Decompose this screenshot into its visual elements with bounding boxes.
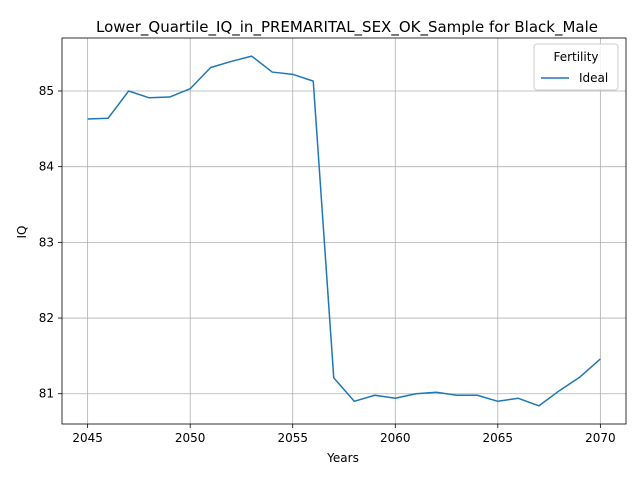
plot-frame <box>61 37 627 425</box>
x-axis-ticks: 2045 2050 2055 2060 2065 2070 <box>72 424 616 445</box>
chart-title: Lower_Quartile_IQ_in_PREMARITAL_SEX_OK_S… <box>96 18 598 37</box>
legend: Fertility Ideal <box>533 43 619 91</box>
y-axis-ticks: 81 82 83 84 85 <box>39 84 62 401</box>
y-tick-label: 84 <box>39 160 54 174</box>
y-tick-label: 85 <box>39 84 54 98</box>
x-tick-label: 2055 <box>277 431 308 445</box>
y-tick-label: 82 <box>39 311 54 325</box>
x-tick-label: 2045 <box>72 431 103 445</box>
y-tick-label: 83 <box>39 235 54 249</box>
x-tick-label: 2070 <box>585 431 616 445</box>
legend-label-ideal: Ideal <box>579 71 608 85</box>
x-tick-label: 2060 <box>380 431 411 445</box>
series-layer <box>87 55 601 407</box>
y-tick-label: 81 <box>39 387 54 401</box>
series-line-ideal <box>87 55 601 407</box>
x-axis-label: Years <box>326 451 359 465</box>
x-tick-label: 2065 <box>483 431 514 445</box>
x-tick-label: 2050 <box>175 431 206 445</box>
legend-title: Fertility <box>553 50 598 64</box>
grid <box>62 38 626 424</box>
y-axis-label: IQ <box>15 226 29 239</box>
